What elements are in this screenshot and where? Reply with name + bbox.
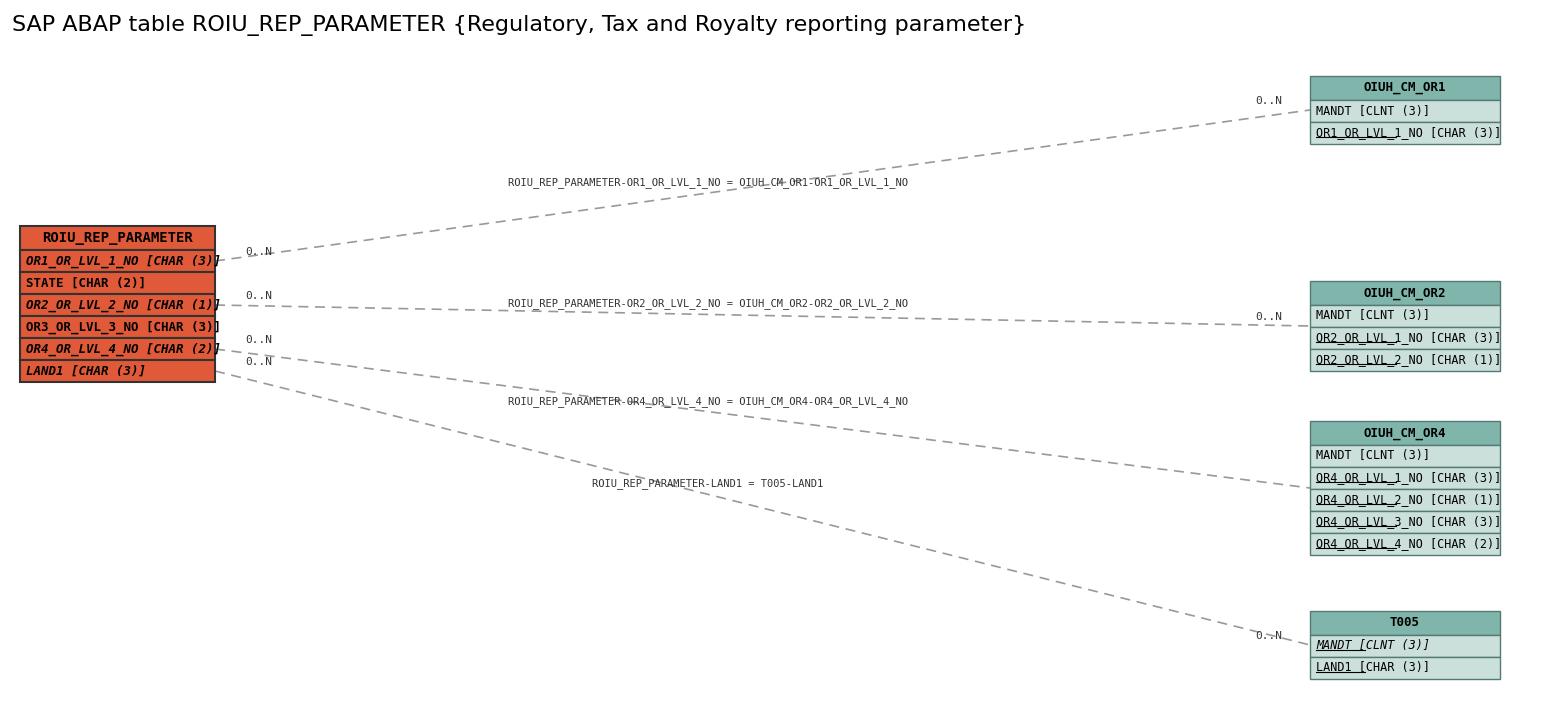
- Bar: [1310, 327, 1500, 349]
- Text: OR4_OR_LVL_4_NO [CHAR (2)]: OR4_OR_LVL_4_NO [CHAR (2)]: [26, 342, 221, 356]
- Text: MANDT [CLNT (3)]: MANDT [CLNT (3)]: [1316, 309, 1431, 322]
- Text: MANDT [CLNT (3)]: MANDT [CLNT (3)]: [1316, 450, 1431, 463]
- Text: OR2_OR_LVL_2_NO [CHAR (1)]: OR2_OR_LVL_2_NO [CHAR (1)]: [1316, 354, 1502, 367]
- Bar: [1310, 349, 1500, 371]
- Bar: [20, 250, 215, 272]
- Text: OR1_OR_LVL_1_NO [CHAR (3)]: OR1_OR_LVL_1_NO [CHAR (3)]: [26, 254, 221, 268]
- Bar: [1310, 489, 1500, 511]
- Text: SAP ABAP table ROIU_REP_PARAMETER {Regulatory, Tax and Royalty reporting paramet: SAP ABAP table ROIU_REP_PARAMETER {Regul…: [12, 15, 1026, 36]
- Text: 0..N: 0..N: [246, 357, 272, 367]
- Bar: [20, 316, 215, 338]
- Text: OIUH_CM_OR1: OIUH_CM_OR1: [1364, 82, 1446, 95]
- Bar: [1310, 511, 1500, 533]
- Bar: [1310, 611, 1500, 635]
- Text: MANDT [CLNT (3)]: MANDT [CLNT (3)]: [1316, 105, 1431, 117]
- Text: 0..N: 0..N: [246, 291, 272, 301]
- Text: OR1_OR_LVL_1_NO [CHAR (3)]: OR1_OR_LVL_1_NO [CHAR (3)]: [1316, 127, 1502, 140]
- Text: ROIU_REP_PARAMETER-LAND1 = T005-LAND1: ROIU_REP_PARAMETER-LAND1 = T005-LAND1: [592, 478, 823, 489]
- Text: STATE [CHAR (2)]: STATE [CHAR (2)]: [26, 276, 145, 289]
- Text: 0..N: 0..N: [1255, 312, 1282, 322]
- Bar: [20, 226, 215, 250]
- Bar: [20, 272, 215, 294]
- Bar: [1310, 533, 1500, 555]
- Bar: [1310, 305, 1500, 327]
- Bar: [1310, 467, 1500, 489]
- Bar: [1310, 445, 1500, 467]
- Text: 0..N: 0..N: [1255, 631, 1282, 641]
- Bar: [20, 338, 215, 360]
- Text: ROIU_REP_PARAMETER-OR1_OR_LVL_1_NO = OIUH_CM_OR1-OR1_OR_LVL_1_NO: ROIU_REP_PARAMETER-OR1_OR_LVL_1_NO = OIU…: [508, 177, 908, 188]
- Text: 0..N: 0..N: [246, 335, 272, 345]
- Text: OR4_OR_LVL_4_NO [CHAR (2)]: OR4_OR_LVL_4_NO [CHAR (2)]: [1316, 538, 1502, 551]
- Bar: [20, 294, 215, 316]
- Text: ROIU_REP_PARAMETER-OR2_OR_LVL_2_NO = OIUH_CM_OR2-OR2_OR_LVL_2_NO: ROIU_REP_PARAMETER-OR2_OR_LVL_2_NO = OIU…: [508, 299, 908, 309]
- Bar: [20, 360, 215, 382]
- Text: LAND1 [CHAR (3)]: LAND1 [CHAR (3)]: [26, 364, 145, 377]
- Text: ROIU_REP_PARAMETER: ROIU_REP_PARAMETER: [42, 231, 193, 245]
- Bar: [1310, 421, 1500, 445]
- Text: LAND1 [CHAR (3)]: LAND1 [CHAR (3)]: [1316, 662, 1431, 674]
- Bar: [1310, 100, 1500, 122]
- Text: 0..N: 0..N: [246, 247, 272, 257]
- Text: T005: T005: [1390, 616, 1420, 629]
- Text: OIUH_CM_OR4: OIUH_CM_OR4: [1364, 427, 1446, 440]
- Text: ROIU_REP_PARAMETER-OR4_OR_LVL_4_NO = OIUH_CM_OR4-OR4_OR_LVL_4_NO: ROIU_REP_PARAMETER-OR4_OR_LVL_4_NO = OIU…: [508, 396, 908, 407]
- Text: MANDT [CLNT (3)]: MANDT [CLNT (3)]: [1316, 639, 1431, 652]
- Text: OR4_OR_LVL_2_NO [CHAR (1)]: OR4_OR_LVL_2_NO [CHAR (1)]: [1316, 493, 1502, 506]
- Bar: [1310, 76, 1500, 100]
- Bar: [1310, 635, 1500, 657]
- Text: OIUH_CM_OR2: OIUH_CM_OR2: [1364, 286, 1446, 299]
- Text: OR4_OR_LVL_1_NO [CHAR (3)]: OR4_OR_LVL_1_NO [CHAR (3)]: [1316, 472, 1502, 485]
- Text: OR3_OR_LVL_3_NO [CHAR (3)]: OR3_OR_LVL_3_NO [CHAR (3)]: [26, 320, 221, 334]
- Text: OR4_OR_LVL_3_NO [CHAR (3)]: OR4_OR_LVL_3_NO [CHAR (3)]: [1316, 516, 1502, 528]
- Text: OR2_OR_LVL_1_NO [CHAR (3)]: OR2_OR_LVL_1_NO [CHAR (3)]: [1316, 332, 1502, 344]
- Text: 0..N: 0..N: [1255, 96, 1282, 106]
- Text: OR2_OR_LVL_2_NO [CHAR (1)]: OR2_OR_LVL_2_NO [CHAR (1)]: [26, 299, 221, 311]
- Bar: [1310, 281, 1500, 305]
- Bar: [1310, 122, 1500, 144]
- Bar: [1310, 657, 1500, 679]
